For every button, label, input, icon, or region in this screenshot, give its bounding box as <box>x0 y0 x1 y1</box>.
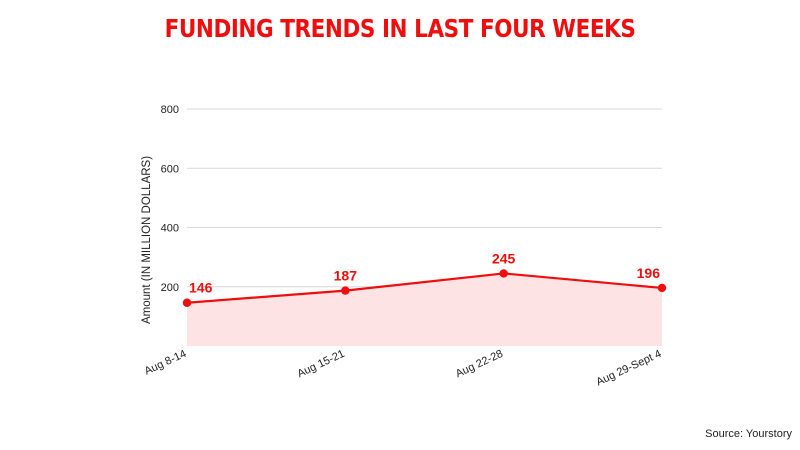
data-label: 146 <box>189 280 213 296</box>
y-tick-label: 600 <box>161 163 179 175</box>
series-area <box>187 273 662 346</box>
data-points <box>182 269 667 307</box>
y-tick-label: 200 <box>161 282 179 294</box>
y-tick-label: 800 <box>161 104 179 116</box>
source-note: Source: Yourstory <box>705 428 792 440</box>
series-line-group <box>186 272 663 304</box>
x-axis-ticks: Aug 8-14 Aug 15-21 Aug 22-28 Aug 29-Sept 4 <box>143 348 664 389</box>
x-tick-label: Aug 29-Sept 4 <box>594 348 663 389</box>
x-tick-label: Aug 8-14 <box>143 348 189 378</box>
y-axis-ticks: 200 400 600 800 <box>161 104 179 294</box>
data-point <box>499 269 508 278</box>
y-tick-label: 400 <box>161 223 179 235</box>
series-area-fill <box>187 273 662 346</box>
data-label: 196 <box>637 265 661 281</box>
x-tick-label: Aug 22-28 <box>454 348 505 380</box>
data-point <box>341 286 350 295</box>
series-line <box>186 272 663 304</box>
data-label: 187 <box>334 268 358 284</box>
x-tick-label: Aug 15-21 <box>296 348 347 380</box>
chart-title: FUNDING TRENDS IN LAST FOUR WEEKS <box>164 14 636 43</box>
data-point <box>182 298 192 307</box>
y-axis-label: Amount (IN MILLION DOLLARS) <box>141 156 153 324</box>
data-point <box>657 283 667 293</box>
data-label: 245 <box>492 250 516 266</box>
grid-lines <box>187 108 662 288</box>
data-labels: 146 187 245 196 <box>189 250 660 295</box>
